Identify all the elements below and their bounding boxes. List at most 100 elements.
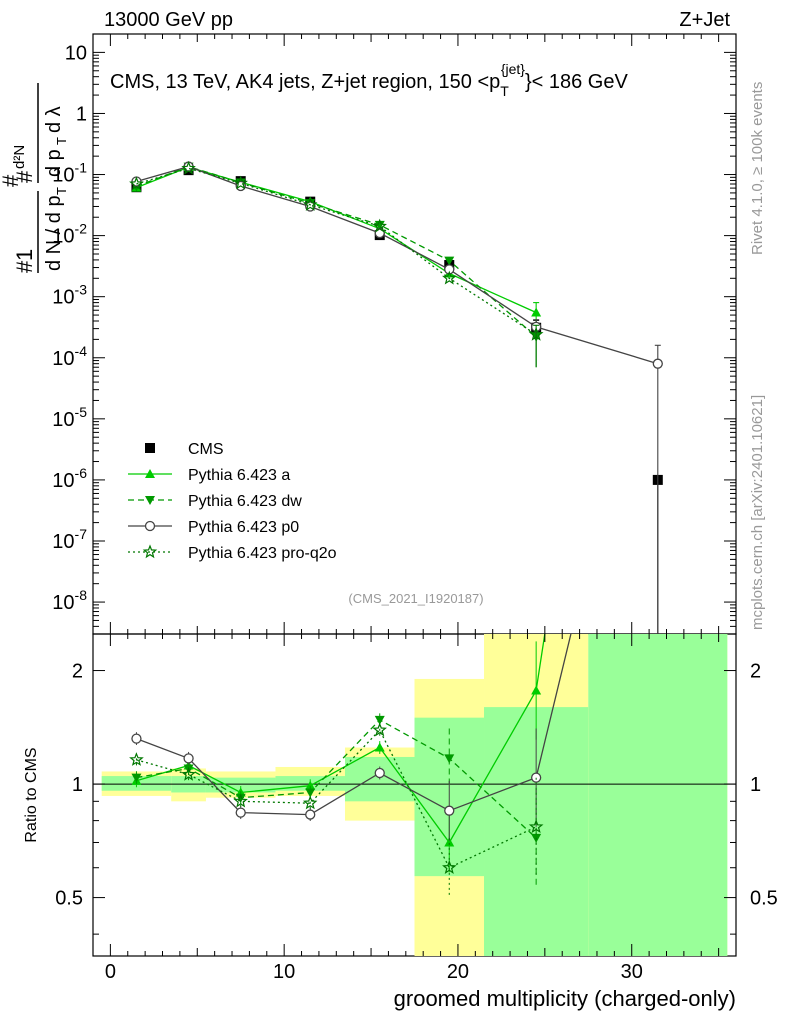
svg-text:#: # — [0, 174, 23, 187]
main-point-4-5 — [442, 270, 457, 285]
x-axis-label: groomed multiplicity (charged-only) — [394, 986, 736, 1011]
ratio-point-3-0 — [129, 752, 144, 766]
svg-text:d λ: d λ — [43, 106, 65, 133]
xtick-label: 20 — [447, 961, 469, 983]
svg-text:d²N: d²N — [11, 145, 28, 169]
ratio-ytick-label-right: 0.5 — [750, 888, 778, 910]
ratio-point-3-3 — [302, 795, 318, 810]
xtick-label: 10 — [273, 961, 295, 983]
ratio-point-1-2 — [235, 793, 246, 803]
legend-marker-2 — [145, 496, 155, 505]
ratio-series-2 — [131, 633, 572, 841]
legend-label-1: Pythia 6.423 a — [188, 467, 290, 484]
main-series-4 — [129, 160, 544, 368]
legend-marker-1 — [145, 469, 155, 478]
band-green-2 — [205, 777, 276, 793]
main-series-2 — [131, 162, 542, 368]
main-frame — [92, 33, 737, 635]
main-point-1-6 — [531, 307, 542, 317]
band-green-7 — [588, 634, 728, 956]
svg-text:1: 1 — [12, 249, 37, 261]
legend: CMS Pythia 6.423 a Pythia 6.423 dw Pythia 6… — [128, 441, 337, 562]
region-title: CMS, 13 TeV, AK4 jets, Z+jet region, 150… — [110, 61, 628, 99]
svg-text:#: # — [12, 170, 37, 183]
ratio-point-1-4 — [374, 715, 385, 725]
main-point-4-1 — [181, 160, 196, 175]
svg-text:T: T — [54, 187, 69, 195]
ratio-line-2 — [136, 633, 572, 816]
main-line-3 — [136, 165, 658, 365]
main-ytick-label: 10-4 — [52, 343, 87, 370]
ratio-point-0-4 — [374, 742, 385, 752]
ratio-point-3-6 — [528, 819, 544, 834]
ratio-ytick-label: 1 — [72, 774, 83, 796]
svg-text:d N / d p: d N / d p — [43, 195, 65, 271]
legend-label-3: Pythia 6.423 p0 — [188, 519, 299, 536]
ratio-point-2-6 — [530, 772, 542, 783]
legend-marker-4 — [142, 544, 158, 559]
main-ytick-label: 10-7 — [52, 526, 87, 553]
main-ytick-label: 10 — [65, 42, 87, 64]
ratio-point-3-1 — [181, 766, 196, 781]
ratio-point-2-4 — [374, 767, 385, 779]
header-left: 13000 GeV pp — [104, 9, 233, 31]
ratio-point-1-0 — [131, 773, 142, 783]
ratio-ytick-label-right: 1 — [750, 774, 761, 796]
ratio-point-2-3 — [305, 809, 316, 820]
main-point-2-4 — [374, 220, 385, 230]
main-ytick-label: 10-3 — [52, 282, 87, 309]
svg-text:T: T — [54, 137, 69, 145]
ratio-ytick-label: 2 — [72, 661, 83, 683]
xtick-label: 0 — [105, 961, 116, 983]
ratio-point-2-2 — [235, 807, 246, 818]
ratio-point-0-3 — [305, 780, 316, 790]
header-right: Z+Jet — [679, 9, 730, 31]
main-point-2-5 — [444, 256, 455, 266]
main-series-1 — [131, 162, 542, 325]
main-series-0 — [131, 165, 663, 634]
ratio-ytick-label-right: 2 — [750, 661, 761, 683]
main-ytick-label: 1 — [76, 103, 87, 125]
ratio-point-2-0 — [131, 733, 142, 744]
main-line-1 — [136, 166, 537, 314]
legend-label-2: Pythia 6.423 dw — [188, 493, 302, 510]
svg-text:d p: d p — [43, 149, 65, 177]
main-line-2 — [136, 165, 537, 338]
ratio-ylabel: Ratio to CMS — [23, 747, 40, 842]
main-point-4-6 — [528, 326, 544, 341]
ratio-point-1-5 — [444, 754, 455, 764]
main-ytick-label: 10-8 — [52, 587, 87, 614]
ratio-point-1-3 — [305, 788, 316, 798]
main-content — [129, 160, 663, 634]
analysis-tag: (CMS_2021_I1920187) — [348, 591, 483, 606]
main-point-4-2 — [233, 175, 248, 190]
legend-marker-0 — [145, 443, 155, 453]
ratio-ytick-label: 0.5 — [55, 888, 83, 910]
main-line-4 — [136, 167, 537, 336]
main-ylabel: # 1 d N / d p T # d²N d p T # d λ — [0, 83, 69, 273]
ratio-point-0-5 — [444, 837, 455, 847]
legend-label-0: CMS — [188, 441, 224, 458]
ratio-point-3-5 — [442, 860, 457, 874]
rivet-label: Rivet 4.1.0, ≥ 100k events — [749, 82, 766, 255]
main-ytick-label: 10-6 — [52, 465, 87, 492]
svg-text:#: # — [12, 260, 37, 273]
ratio-point-3-4 — [372, 722, 387, 737]
ratio-content — [93, 633, 736, 898]
ratio-series-3 — [129, 722, 544, 898]
main-point-3-7 — [652, 358, 663, 369]
main-series-3 — [131, 161, 663, 634]
ratio-point-2-5 — [444, 805, 455, 816]
main-point-4-0 — [129, 176, 144, 191]
main-point-4-4 — [372, 218, 387, 233]
ratio-point-2-1 — [183, 753, 194, 764]
ratio-line-0 — [136, 633, 546, 844]
xtick-label: 30 — [621, 961, 643, 983]
legend-marker-3 — [144, 520, 156, 532]
ratio-point-0-6 — [531, 685, 542, 695]
mcplots-label: mcplots.cern.ch [arXiv:2401.10621] — [749, 395, 766, 630]
main-ytick-label: 10-5 — [52, 404, 87, 431]
main-point-4-3 — [302, 197, 318, 211]
